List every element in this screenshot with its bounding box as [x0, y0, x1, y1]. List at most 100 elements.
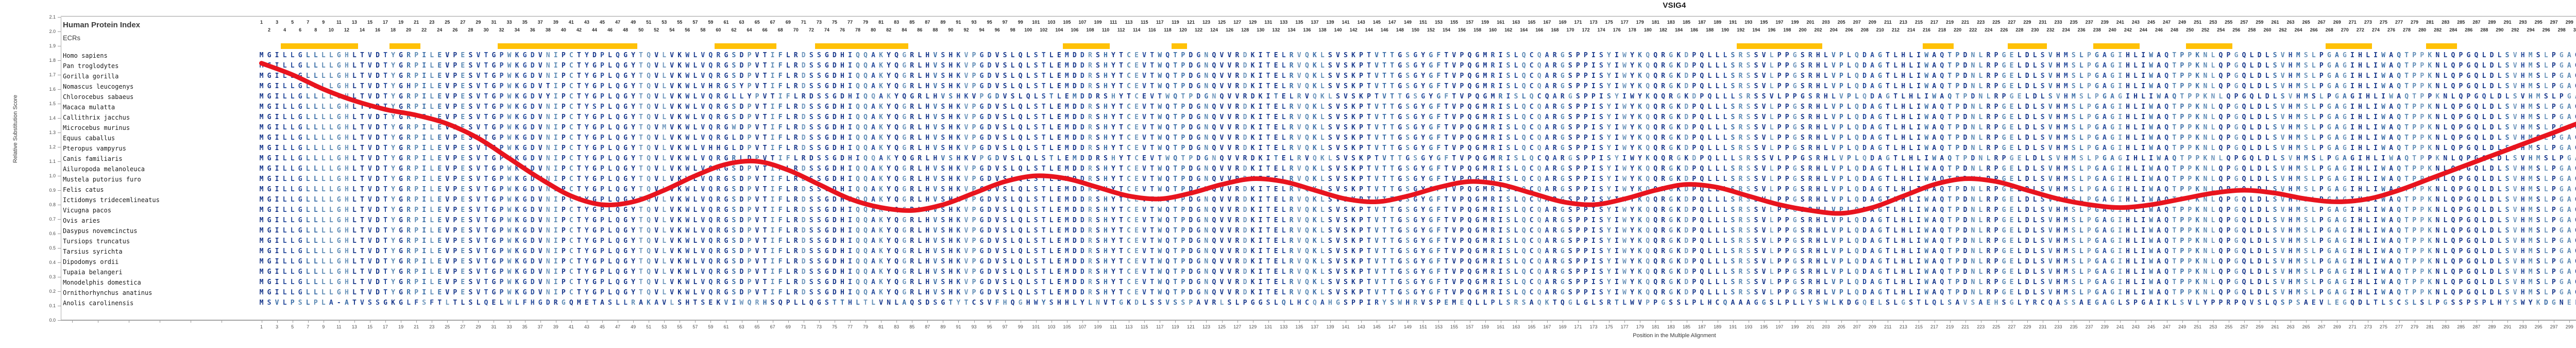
x-axis-tick-mark [1965, 320, 1966, 323]
position-number: 92 [963, 27, 969, 32]
x-axis-tick: 93 [971, 324, 977, 329]
position-number: 97 [1002, 20, 1008, 25]
species-label[interactable]: Anolis carolinensis [63, 300, 134, 307]
ecr-segment[interactable] [2426, 43, 2458, 49]
x-axis-tick: 119 [1172, 324, 1179, 329]
species-label[interactable]: Pteropus vampyrus [63, 145, 126, 152]
species-label[interactable]: Ictidomys tridecemlineatus [63, 196, 160, 204]
x-axis-tick: 201 [1806, 324, 1815, 329]
ecr-segment[interactable] [281, 43, 359, 49]
x-axis-tick-mark [571, 320, 572, 323]
species-label[interactable]: Ornithorhynchus anatinus [63, 289, 152, 296]
position-number: 115 [1140, 20, 1148, 25]
ecr-segment[interactable] [498, 43, 637, 49]
species-label[interactable]: Ailuropoda melanoleuca [63, 165, 145, 173]
y-axis-tick: 2.0 [49, 29, 56, 34]
species-label[interactable]: Dipodomys ordii [63, 258, 119, 266]
species-label[interactable]: Callithrix jacchus [63, 114, 130, 121]
x-axis-tick: 181 [1651, 324, 1659, 329]
x-axis-tick-mark [416, 320, 417, 323]
species-label[interactable]: Chlorocebus sabaeus [63, 93, 134, 101]
position-ruler-odd: 1 3 5 7 9 11 13 15 17 19 21 23 25 27 29 31 33 35 37 39 41 43 4… [0, 20, 2576, 26]
position-number: 11 [336, 20, 342, 25]
species-label[interactable]: Microcebus murinus [63, 124, 130, 131]
x-axis-tick: 91 [956, 324, 961, 329]
species-label[interactable]: Macaca mulatta [63, 104, 115, 111]
ecr-segment[interactable] [389, 43, 420, 49]
ecr-segment[interactable] [815, 43, 908, 49]
x-axis-tick: 151 [1419, 324, 1427, 329]
x-axis-tick: 127 [1233, 324, 1242, 329]
species-label[interactable]: Pan troglodytes [63, 62, 119, 70]
x-axis-tick: 49 [631, 324, 636, 329]
position-number: 16 [375, 27, 381, 32]
species-label[interactable]: Mustela putorius furo [63, 176, 141, 183]
position-number: 38 [545, 27, 551, 32]
species-label[interactable]: Canis familiaris [63, 155, 123, 162]
position-number: 154 [1442, 27, 1451, 32]
position-number: 177 [1620, 20, 1629, 25]
species-label[interactable]: Vicugna pacos [63, 207, 111, 214]
ecr-segment[interactable] [1171, 43, 1187, 49]
position-number: 261 [2271, 20, 2279, 25]
position-number: 280 [2418, 27, 2427, 32]
species-label[interactable]: Ovis aries [63, 217, 100, 224]
x-axis-tick: 79 [863, 324, 869, 329]
position-number: 47 [615, 20, 621, 25]
position-number: 52 [654, 27, 659, 32]
position-number: 213 [1899, 20, 1907, 25]
species-label[interactable]: Equus caballus [63, 135, 115, 142]
position-number: 99 [1018, 20, 1023, 25]
position-number: 167 [1543, 20, 1551, 25]
position-number: 3 [276, 20, 279, 25]
ecr-segment[interactable] [1063, 43, 1110, 49]
ecr-segment[interactable] [2325, 43, 2372, 49]
y-axis-tick: 1.8 [49, 58, 56, 63]
species-label[interactable]: Dasypus novemcinctus [63, 227, 138, 235]
position-number: 59 [708, 20, 714, 25]
position-number: 130 [1257, 27, 1265, 32]
species-label[interactable]: Felis catus [63, 186, 104, 193]
position-number: 8 [314, 27, 317, 32]
x-axis-tick: 57 [692, 324, 698, 329]
position-number: 98 [1010, 27, 1015, 32]
x-axis-tick-mark [1454, 320, 1455, 323]
position-number: 195 [1760, 20, 1768, 25]
species-label[interactable]: Nomascus leucogenys [63, 83, 134, 90]
x-axis-tick: 89 [940, 324, 946, 329]
x-axis-tick-mark [788, 320, 789, 323]
position-number: 27 [460, 20, 466, 25]
position-number: 211 [1884, 20, 1892, 25]
ecr-segment[interactable] [1923, 43, 1954, 49]
ecr-track [0, 43, 2576, 49]
position-number: 205 [1837, 20, 1845, 25]
species-label[interactable]: Tupaia belangeri [63, 269, 123, 276]
species-label[interactable]: Gorilla gorilla [63, 73, 119, 80]
position-number: 223 [1977, 20, 1985, 25]
position-number: 237 [2085, 20, 2093, 25]
x-axis-tick: 259 [2256, 324, 2264, 329]
x-axis-tick-mark [850, 320, 851, 323]
position-number: 127 [1233, 20, 1242, 25]
species-label[interactable]: Monodelphis domestica [63, 279, 141, 286]
species-label[interactable]: Tursiops truncatus [63, 238, 130, 245]
position-number: 241 [2116, 20, 2124, 25]
species-label[interactable]: Tarsius syrichta [63, 248, 123, 255]
species-label[interactable]: Homo sapiens [63, 52, 108, 59]
ecr-segment[interactable] [2008, 43, 2047, 49]
ecr-segment[interactable] [1737, 43, 1822, 49]
ecr-segment[interactable] [714, 43, 777, 49]
x-axis-tick: 209 [1868, 324, 1876, 329]
ecr-segment[interactable] [2093, 43, 2140, 49]
position-number: 139 [1326, 20, 1334, 25]
position-number: 129 [1249, 20, 1257, 25]
x-axis-tick: 161 [1497, 324, 1505, 329]
x-axis-tick: 1 [260, 324, 263, 329]
x-axis-tick: 255 [2225, 324, 2233, 329]
ecr-segment[interactable] [2186, 43, 2233, 49]
position-number: 148 [1396, 27, 1404, 32]
position-number: 135 [1295, 20, 1303, 25]
